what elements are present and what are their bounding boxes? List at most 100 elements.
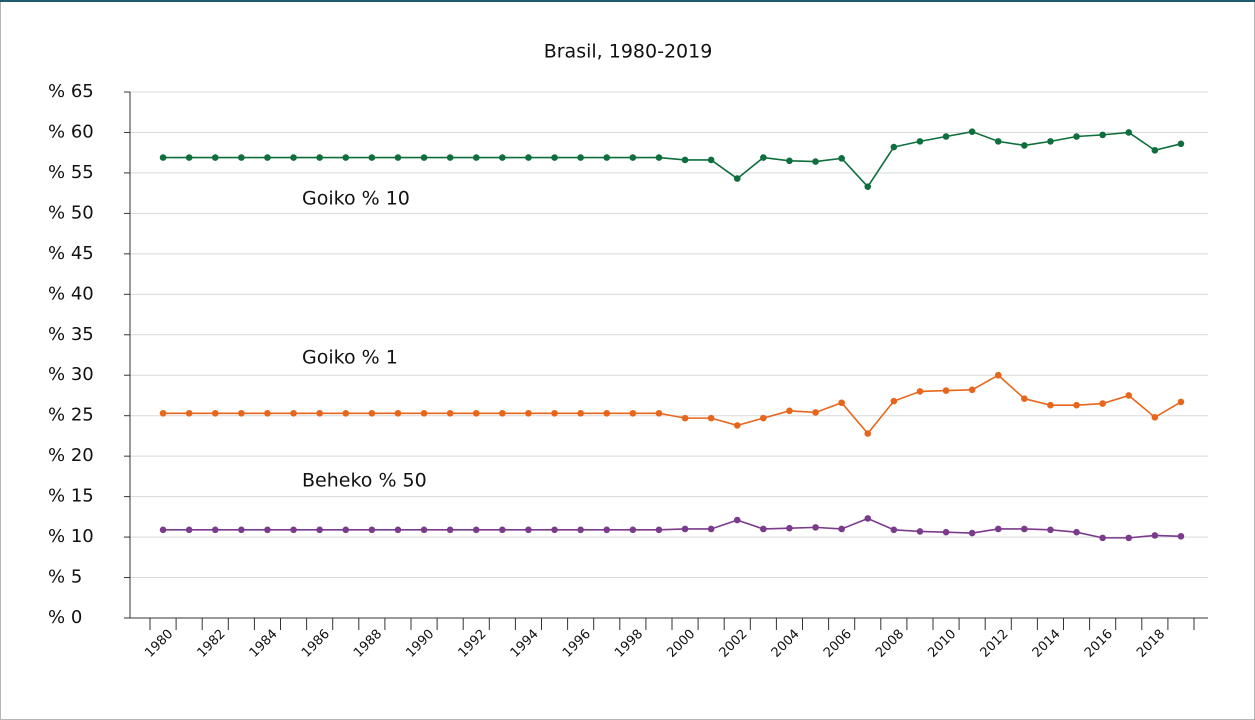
data-point (525, 526, 532, 534)
data-point (603, 409, 611, 417)
data-point (812, 409, 819, 416)
data-point (472, 526, 480, 534)
data-point (525, 154, 532, 161)
data-point (864, 183, 872, 190)
data-point (603, 526, 611, 534)
data-point (238, 526, 245, 534)
data-point (1177, 140, 1185, 148)
data-point (264, 154, 271, 161)
series-line (163, 517, 1181, 539)
y-tick-label: % 30 (48, 364, 94, 385)
data-point (211, 409, 219, 417)
y-tick-label: % 55 (48, 162, 94, 183)
y-tick-label: % 45 (48, 243, 94, 264)
data-point (159, 526, 167, 534)
data-point (211, 154, 219, 161)
data-point (916, 138, 924, 145)
data-point (864, 515, 872, 522)
data-point (733, 422, 741, 429)
data-point (838, 399, 845, 407)
data-point (603, 154, 611, 161)
data-point (629, 154, 637, 161)
data-point (1021, 142, 1028, 149)
data-point (185, 154, 193, 161)
data-point (499, 526, 506, 534)
data-point (368, 526, 376, 534)
data-point (446, 154, 454, 161)
data-point (681, 525, 689, 533)
series-line (163, 374, 1182, 435)
data-point (1073, 528, 1080, 536)
y-tick-label: % 15 (48, 486, 94, 507)
data-point (420, 154, 428, 161)
data-point (264, 409, 271, 417)
data-point (185, 526, 193, 534)
data-point (812, 524, 819, 531)
data-point (368, 154, 376, 161)
data-point (760, 154, 767, 161)
data-point (185, 409, 193, 417)
data-point (368, 409, 376, 417)
data-point (733, 175, 741, 182)
data-point (577, 526, 584, 534)
data-point (264, 526, 271, 534)
y-tick-label: % 10 (48, 526, 94, 547)
data-point (1177, 398, 1185, 406)
data-point (968, 529, 976, 537)
data-point (681, 156, 689, 164)
data-point (1099, 534, 1106, 542)
data-point (316, 409, 323, 417)
data-point (786, 157, 793, 165)
data-point (238, 409, 245, 417)
data-point (1151, 532, 1159, 539)
data-point (577, 154, 584, 161)
data-point (707, 414, 715, 422)
data-point (290, 526, 297, 534)
data-point (890, 143, 898, 151)
data-point (290, 409, 297, 417)
series-label: Beheko % 50 (302, 470, 427, 492)
data-point (942, 133, 950, 140)
data-point (1073, 133, 1080, 140)
data-point (1047, 526, 1054, 534)
y-tick-label: % 40 (48, 283, 94, 304)
data-point (994, 525, 1002, 533)
data-point (1073, 401, 1080, 409)
data-point (707, 525, 715, 533)
data-point (786, 407, 793, 415)
data-point (707, 156, 715, 164)
y-tick-label: % 0 (48, 607, 82, 628)
data-point (1047, 401, 1054, 409)
y-tick-label: % 5 (48, 567, 82, 588)
data-point (394, 409, 402, 417)
data-point (838, 155, 845, 162)
data-point (525, 409, 532, 417)
data-point (733, 516, 741, 524)
data-point (812, 158, 819, 165)
data-point (1151, 146, 1159, 154)
data-point (499, 409, 506, 417)
series-label: Goiko % 10 (302, 188, 410, 210)
data-point (655, 154, 663, 161)
data-point (1099, 400, 1106, 407)
data-point (1125, 129, 1133, 136)
y-tick-label: % 50 (48, 202, 94, 223)
data-point (629, 409, 637, 417)
series-line (163, 130, 1182, 188)
data-point (1151, 414, 1159, 421)
data-point (342, 409, 350, 417)
data-point (316, 526, 323, 534)
data-point (890, 397, 898, 405)
data-point (577, 409, 584, 417)
data-point (1125, 534, 1133, 542)
data-point (968, 128, 976, 135)
y-tick-label: % 20 (48, 445, 94, 466)
data-point (420, 409, 428, 417)
data-point (472, 409, 480, 417)
data-point (394, 526, 402, 534)
data-point (159, 154, 167, 161)
chart-title: Brasil, 1980-2019 (544, 41, 713, 63)
data-point (290, 154, 297, 161)
